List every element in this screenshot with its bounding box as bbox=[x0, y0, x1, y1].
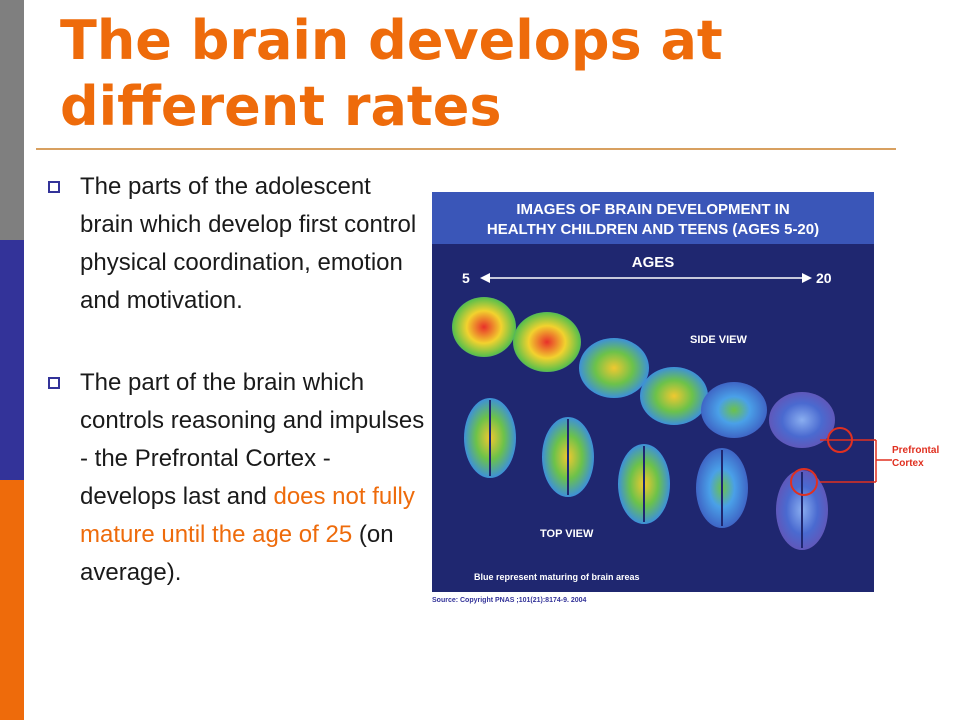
bullet-item: The part of the brain which controls rea… bbox=[44, 364, 430, 592]
figure-heading-line-2: HEALTHY CHILDREN AND TEENS (AGES 5-20) bbox=[486, 221, 820, 238]
bullet-highlight: does not fully mature until the age of 2… bbox=[80, 483, 415, 548]
ages-arrow-icon bbox=[480, 273, 812, 283]
figure-heading-line-1: IMAGES OF BRAIN DEVELOPMENT IN bbox=[516, 201, 790, 218]
bullet-square-icon bbox=[48, 377, 60, 389]
age-start: 5 bbox=[462, 270, 470, 286]
brain-side-age-11 bbox=[579, 338, 649, 398]
figure-note: Blue represent maturing of brain areas bbox=[474, 572, 640, 582]
side-bar-blue bbox=[0, 240, 24, 480]
title-divider bbox=[36, 148, 896, 150]
bullet-item: The parts of the adolescent brain which … bbox=[44, 168, 430, 320]
brain-images bbox=[452, 297, 853, 550]
brain-development-figure: IMAGES OF BRAIN DEVELOPMENT IN HEALTHY C… bbox=[432, 192, 874, 592]
slide-title: The brain develops at different rates bbox=[60, 9, 723, 138]
brain-side-age-20 bbox=[769, 392, 835, 448]
prefrontal-circle-top bbox=[790, 468, 818, 496]
bullet-text: The parts of the adolescent brain which … bbox=[80, 173, 417, 314]
side-bar-gray bbox=[0, 0, 24, 240]
brain-side-age-14 bbox=[640, 367, 708, 425]
prefrontal-callout-lines bbox=[820, 439, 892, 483]
figure-heading: IMAGES OF BRAIN DEVELOPMENT IN HEALTHY C… bbox=[432, 192, 874, 244]
brain-side-age-17 bbox=[701, 382, 767, 438]
brain-side-age-5 bbox=[452, 297, 516, 357]
brain-side-age-8 bbox=[513, 312, 581, 372]
callout-line-2: Cortex bbox=[892, 458, 924, 469]
bullet-list: The parts of the adolescent brain which … bbox=[44, 168, 430, 592]
top-view-label: TOP VIEW bbox=[540, 528, 594, 540]
age-end: 20 bbox=[816, 270, 832, 286]
ages-label: AGES bbox=[631, 254, 675, 271]
bullet-text-end: (on average). bbox=[80, 521, 394, 586]
prefrontal-callout-label: Prefrontal Cortex bbox=[892, 444, 939, 470]
bullet-text: The part of the brain which controls rea… bbox=[80, 369, 425, 510]
callout-line-1: Prefrontal bbox=[892, 445, 940, 456]
figure-source: Source: Copyright PNAS ;101(21):8174-9. … bbox=[432, 597, 587, 604]
side-view-label: SIDE VIEW bbox=[690, 334, 747, 346]
side-bar-orange bbox=[0, 480, 24, 720]
bullet-square-icon bbox=[48, 181, 60, 193]
